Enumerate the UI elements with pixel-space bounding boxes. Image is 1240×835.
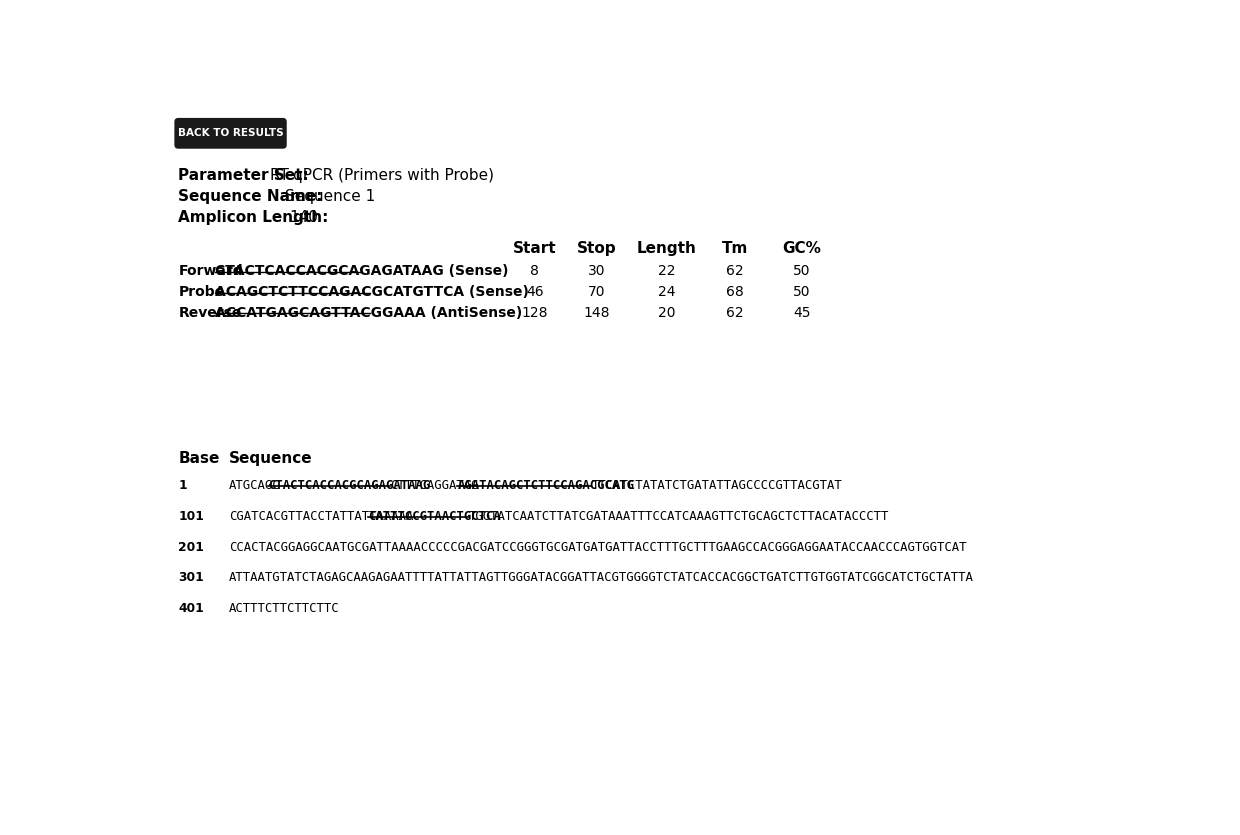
Text: 68: 68 [725, 285, 744, 299]
Text: 70: 70 [588, 285, 605, 299]
Text: Length: Length [636, 241, 697, 256]
Text: ACCATGAGCAGTTACGGAAA (AntiSense): ACCATGAGCAGTTACGGAAA (AntiSense) [216, 306, 523, 320]
Text: 1: 1 [179, 479, 187, 492]
Text: 140: 140 [289, 210, 317, 225]
Text: 101: 101 [179, 510, 205, 523]
Text: 30: 30 [588, 264, 605, 278]
Text: CTACTCACCACGCAGAGATAAG (Sense): CTACTCACCACGCAGAGATAAG (Sense) [216, 264, 508, 278]
Text: Forward: Forward [179, 264, 243, 278]
FancyBboxPatch shape [175, 118, 286, 149]
Text: GC%: GC% [782, 241, 822, 256]
Text: 22: 22 [657, 264, 676, 278]
Text: 128: 128 [522, 306, 548, 320]
Text: 50: 50 [794, 264, 811, 278]
Text: 148: 148 [584, 306, 610, 320]
Text: CCACTACGGAGGCAATGCGATTAAAACCCCCGACGATCCGGGTGCGATGATGATTACCTTTGCTTTGAAGCCACGGGAGG: CCACTACGGAGGCAATGCGATTAAAACCCCCGACGATCCG… [228, 540, 966, 554]
Text: 201: 201 [179, 540, 205, 554]
Text: 46: 46 [526, 285, 543, 299]
Text: 301: 301 [179, 571, 205, 584]
Text: 8: 8 [531, 264, 539, 278]
Text: AGATACAGCTCTTCCAGACGCATG: AGATACAGCTCTTCCAGACGCATG [458, 479, 635, 492]
Text: Stop: Stop [577, 241, 616, 256]
Text: 62: 62 [725, 264, 744, 278]
Text: Probe: Probe [179, 285, 224, 299]
Text: Sequence Name:: Sequence Name: [179, 189, 322, 204]
Text: Base: Base [179, 451, 219, 466]
Text: RT-qPCR (Primers with Probe): RT-qPCR (Primers with Probe) [270, 168, 494, 183]
Text: Start: Start [513, 241, 557, 256]
Text: CATTTCCGTAACTGCTCA: CATTTCCGTAACTGCTCA [368, 510, 501, 523]
Text: 62: 62 [725, 306, 744, 320]
Text: ATTAATGTATCTAGAGCAAGAGAATTTTATTATTAGTTGGGATACGGATTACGTGGGGTCTATCACCACGGCTGATCTTG: ATTAATGTATCTAGAGCAAGAGAATTTTATTATTAGTTGG… [228, 571, 973, 584]
Text: Sequence 1: Sequence 1 [285, 189, 376, 204]
Text: CGATCACGTTACCTATTATTAAAAA: CGATCACGTTACCTATTATTAAAAA [228, 510, 413, 523]
Text: TTCATCTATATCTGATATTAGCCCCGTTACGTAT: TTCATCTATATCTGATATTAGCCCCGTTACGTAT [591, 479, 842, 492]
Text: Sequence: Sequence [228, 451, 312, 466]
Text: Tm: Tm [722, 241, 748, 256]
Text: 20: 20 [657, 306, 676, 320]
Text: CTTTCAGGATAG: CTTTCAGGATAG [391, 479, 479, 492]
Text: 24: 24 [657, 285, 676, 299]
Text: 45: 45 [794, 306, 811, 320]
Text: Parameter Set:: Parameter Set: [179, 168, 309, 183]
Text: Amplicon Length:: Amplicon Length: [179, 210, 329, 225]
Text: Reverse: Reverse [179, 306, 242, 320]
Text: ACAGCTCTTCCAGACGCATGTTCA (Sense): ACAGCTCTTCCAGACGCATGTTCA (Sense) [216, 285, 529, 299]
Text: TGGTATCAATCTTATCGATAAATTTCCATCAAAGTTCTGCAGCTCTTACATACCCTT: TGGTATCAATCTTATCGATAAATTTCCATCAAAGTTCTGC… [469, 510, 889, 523]
Text: ACTTTCTTCTTCTTC: ACTTTCTTCTTCTTC [228, 602, 340, 615]
Text: 401: 401 [179, 602, 205, 615]
Text: 50: 50 [794, 285, 811, 299]
Text: BACK TO RESULTS: BACK TO RESULTS [177, 129, 284, 139]
Text: ATGCAGC: ATGCAGC [228, 479, 280, 492]
Text: CTACTCACCACGCAGAGATAAG: CTACTCACCACGCAGAGATAAG [268, 479, 430, 492]
